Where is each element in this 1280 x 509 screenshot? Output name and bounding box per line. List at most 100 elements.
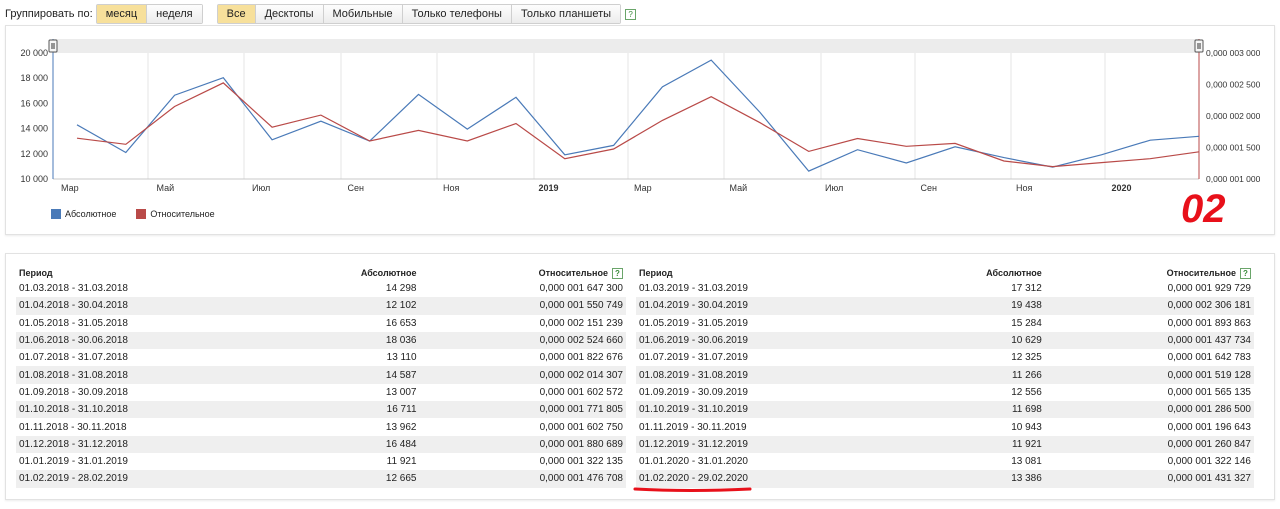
cell-relative: 0,000 001 822 676 (539, 352, 623, 364)
toolbar: Группировать по: месяц неделя Все Дескто… (5, 4, 637, 24)
cell-relative: 0,000 001 519 128 (1044, 366, 1254, 384)
cell-absolute: 11 266 (902, 366, 1045, 384)
table-row: 01.11.2018 - 30.11.2018 13 962 0,000 001 6… (16, 418, 626, 435)
col-header-relative[interactable]: Относительное? (420, 266, 627, 280)
cell-relative: 0,000 001 476 708 (419, 470, 626, 488)
col-header-relative-label: Относительное (1166, 267, 1236, 278)
series-line-absolute (76, 59, 1200, 172)
cell-period: 01.09.2019 - 30.09.2019 (639, 386, 748, 398)
cell-relative: 0,000 001 602 572 (539, 386, 623, 398)
cell-period: 01.03.2019 - 31.03.2019 (639, 283, 748, 295)
help-icon[interactable]: ? (625, 8, 637, 20)
legend-label-absolute: Абсолютное (65, 209, 117, 219)
cell-absolute: 12 556 (1011, 386, 1042, 398)
device-mobile-button[interactable]: Мобильные (323, 5, 403, 23)
chart-scroller-band[interactable] (53, 39, 1199, 53)
cell-absolute: 11 921 (902, 435, 1045, 453)
table-row: 01.08.2019 - 31.08.2019 11 266 0,000 001 5… (636, 366, 1254, 384)
cell-period: 01.07.2018 - 31.07.2018 (19, 352, 128, 364)
y-right-tick-label: 0,000 002 500 (1206, 80, 1261, 90)
handwritten-02-mark: 02 (1181, 187, 1226, 228)
legend-item-absolute[interactable]: Абсолютное (51, 209, 116, 219)
table-row: 01.06.2019 - 30.06.2019 10 629 0,000 001 4… (636, 331, 1254, 350)
cell-period: 01.11.2018 - 30.11.2018 (19, 421, 127, 433)
series-line-relative (76, 82, 1200, 168)
group-by-label: Группировать по: (5, 8, 93, 20)
table-row: 01.06.2018 - 30.06.2018 18 036 0,000 002 5… (16, 331, 626, 350)
y-left-tick-label: 14 000 (20, 124, 48, 134)
cell-relative: 0,000 001 286 500 (1044, 401, 1254, 419)
help-icon[interactable]: ? (612, 267, 623, 279)
col-header-relative[interactable]: Относительное? (1045, 266, 1254, 280)
x-tick-label: Июл (252, 183, 270, 193)
x-tick-label: Ноя (443, 183, 460, 193)
cell-absolute: 10 629 (902, 331, 1045, 350)
cell-period: 01.04.2019 - 30.04.2019 (636, 297, 903, 315)
red-underline-mark (633, 487, 752, 492)
table-row: 01.01.2019 - 31.01.2019 11 921 0,000 001 3… (16, 453, 626, 470)
cell-period: 01.06.2019 - 30.06.2019 (636, 331, 903, 350)
cell-absolute: 16 653 (385, 317, 417, 329)
cell-relative: 0,000 001 196 643 (1167, 421, 1251, 433)
legend-swatch-absolute (51, 209, 61, 219)
x-tick-label: Мар (634, 183, 652, 193)
cell-absolute: 19 438 (902, 297, 1045, 315)
legend-label-relative: Относительное (150, 209, 215, 219)
help-icon[interactable]: ? (1240, 267, 1251, 279)
table-row: 01.03.2019 - 31.03.2019 17 312 0,000 001 9… (636, 280, 1254, 297)
table-row: 01.04.2018 - 30.04.2018 12 102 0,000 001 5… (16, 297, 626, 315)
cell-period: 01.09.2018 - 30.09.2018 (19, 386, 128, 398)
cell-period: 01.01.2020 - 31.01.2020 (639, 456, 748, 468)
chart-panel: Мар Май Июл Сен Ноя 2019 Мар Май Июл Сен Ноя 2020 10… (5, 25, 1275, 235)
cell-absolute: 13 386 (902, 470, 1045, 488)
y-right-tick-label: 0,000 001 500 (1206, 143, 1261, 153)
device-all-button[interactable]: Все (217, 5, 256, 23)
group-month-button[interactable]: месяц (96, 5, 148, 23)
table-row: 01.10.2019 - 31.10.2019 11 698 0,000 001 2… (636, 401, 1254, 419)
cell-period: 01.01.2019 - 31.01.2019 (19, 456, 128, 468)
group-week-button[interactable]: неделя (147, 5, 202, 23)
y-right-tick-label: 0,000 003 000 (1206, 48, 1261, 58)
cell-relative: 0,000 001 322 146 (1167, 456, 1251, 468)
col-header-absolute[interactable]: Абсолютное (360, 268, 417, 278)
device-phones-button[interactable]: Только телефоны (402, 5, 512, 23)
range-handle-left[interactable] (48, 39, 58, 53)
chart-legend: Абсолютное Относительное (51, 209, 215, 219)
cell-relative: 0,000 001 437 734 (1044, 331, 1254, 350)
cell-relative: 0,000 002 151 239 (539, 317, 623, 329)
legend-swatch-relative (136, 209, 147, 219)
col-header-absolute[interactable]: Абсолютное (986, 268, 1042, 278)
cell-period: 01.08.2018 - 31.08.2018 (16, 366, 279, 384)
cell-absolute: 15 284 (1011, 317, 1042, 329)
cell-absolute: 17 312 (1011, 283, 1042, 295)
y-right-tick-label: 0,000 002 000 (1206, 111, 1261, 121)
line-chart: Мар Май Июл Сен Ноя 2019 Мар Май Июл Сен Ноя 2020 10… (20, 39, 1261, 193)
cell-absolute: 10 943 (1011, 421, 1042, 433)
cell-period: 01.12.2019 - 31.12.2019 (636, 435, 903, 453)
cell-relative: 0,000 001 771 805 (419, 401, 626, 419)
cell-period: 01.02.2020 - 29.02.2020 (636, 470, 903, 488)
table-row: 01.11.2019 - 30.11.2019 10 943 0,000 001 1… (636, 418, 1254, 435)
cell-relative: 0,000 002 014 307 (419, 366, 626, 384)
x-tick-label: 2020 (1112, 183, 1132, 193)
table-row: 01.03.2018 - 31.03.2018 14 298 0,000 001 6… (16, 280, 626, 297)
cell-absolute: 12 325 (1011, 352, 1042, 364)
cell-relative: 0,000 001 880 689 (419, 435, 626, 453)
cell-period: 01.10.2019 - 31.10.2019 (636, 401, 903, 419)
table-row: 01.07.2019 - 31.07.2019 12 325 0,000 001 6… (636, 349, 1254, 366)
range-handle-right[interactable] (1194, 39, 1204, 53)
y-left-tick-label: 10 000 (20, 174, 48, 184)
table-row: 01.09.2018 - 30.09.2018 13 007 0,000 001 6… (16, 384, 626, 401)
col-header-period: Период (19, 268, 53, 278)
device-tablets-button[interactable]: Только планшеты (511, 5, 621, 23)
periods-table-right: Период Абсолютное Относительное? 01.03.2… (636, 266, 1254, 488)
cell-relative: 0,000 002 306 181 (1044, 297, 1254, 315)
cell-period: 01.08.2019 - 31.08.2019 (636, 366, 903, 384)
table-row: 01.01.2020 - 31.01.2020 13 081 0,000 001 3… (636, 453, 1254, 470)
cell-absolute: 13 962 (385, 421, 417, 433)
cell-period: 01.12.2018 - 31.12.2018 (16, 435, 279, 453)
cell-relative: 0,000 001 550 749 (419, 297, 626, 315)
legend-item-relative[interactable]: Относительное (136, 209, 215, 219)
x-tick-label: Сен (921, 183, 938, 193)
device-desktop-button[interactable]: Десктопы (255, 5, 324, 23)
